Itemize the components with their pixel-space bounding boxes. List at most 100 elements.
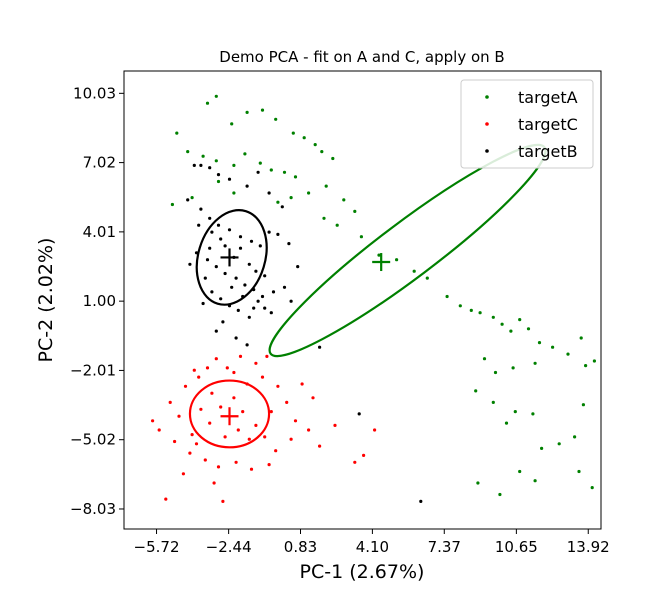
data-point	[577, 469, 581, 474]
centroid-marker	[372, 253, 391, 272]
legend-box	[460, 79, 594, 169]
data-point	[243, 152, 247, 156]
data-point	[164, 497, 168, 501]
data-point	[276, 384, 280, 388]
data-point	[260, 375, 265, 379]
data-point	[509, 329, 513, 333]
data-point	[227, 177, 232, 181]
data-point	[192, 163, 196, 167]
data-point	[263, 274, 267, 278]
data-point	[249, 467, 254, 471]
data-point	[216, 179, 221, 184]
data-point	[157, 428, 161, 432]
data-point	[245, 343, 249, 347]
data-point	[210, 391, 214, 395]
data-point	[223, 435, 227, 439]
data-point	[293, 419, 298, 423]
data-point	[208, 246, 212, 250]
data-point	[581, 403, 586, 407]
data-point	[256, 170, 260, 174]
x-axis: −5.72 −2.44 0.83 4.10 7.37 10.65 13.92	[134, 529, 610, 556]
data-point	[238, 246, 243, 250]
data-point	[269, 168, 273, 172]
data-point	[181, 472, 185, 476]
y-tick-label: 1.00	[83, 292, 116, 310]
data-point	[225, 366, 229, 370]
data-point	[197, 375, 201, 379]
centroid-marker	[220, 248, 239, 267]
data-point	[504, 421, 509, 425]
data-point	[247, 437, 251, 441]
data-point	[249, 239, 254, 243]
data-point	[263, 435, 267, 439]
data-point	[362, 453, 366, 457]
data-point	[260, 294, 265, 299]
data-point	[170, 202, 174, 207]
data-point	[190, 433, 194, 437]
data-point	[252, 306, 256, 310]
data-point	[289, 437, 293, 441]
data-point	[186, 198, 190, 202]
data-point	[230, 122, 234, 126]
data-point	[267, 230, 271, 234]
y-axis-label: PC-2 (2.02%)	[35, 238, 57, 363]
plot-area	[151, 94, 597, 503]
data-point	[219, 405, 223, 409]
data-point	[540, 446, 544, 450]
data-point	[377, 253, 381, 257]
data-point	[511, 366, 515, 370]
data-point	[267, 463, 271, 467]
data-point	[269, 311, 273, 315]
data-point	[353, 209, 357, 213]
data-point	[234, 336, 238, 340]
data-point	[491, 315, 495, 319]
data-point	[186, 150, 190, 154]
data-point	[190, 196, 194, 200]
data-point	[221, 499, 225, 503]
data-point	[214, 94, 218, 98]
data-point	[234, 276, 238, 280]
data-point	[214, 329, 218, 333]
data-point	[205, 366, 210, 370]
data-point	[219, 237, 223, 241]
data-point	[307, 428, 311, 432]
x-tick-label: 0.83	[284, 538, 317, 556]
data-point	[395, 258, 399, 262]
data-point	[247, 315, 251, 319]
data-point	[223, 244, 227, 248]
data-point	[359, 235, 363, 239]
legend-marker	[485, 149, 489, 153]
data-point	[254, 269, 258, 273]
data-point	[357, 412, 361, 416]
data-point	[518, 318, 522, 322]
data-point	[458, 304, 462, 308]
data-point	[151, 419, 155, 423]
data-point	[318, 345, 322, 349]
data-point	[199, 207, 203, 211]
legend-item-targetC: targetC	[485, 115, 578, 134]
data-point	[573, 435, 577, 439]
data-point	[208, 216, 212, 220]
x-axis-label: PC-1 (2.67%)	[300, 561, 425, 583]
data-point	[276, 200, 280, 204]
data-point	[234, 460, 238, 464]
centroid-marker	[220, 407, 239, 426]
y-axis: −8.03 −5.02 −2.01 1.00 4.01 7.02 10.03	[70, 84, 124, 518]
data-point	[518, 469, 522, 474]
data-point	[197, 223, 201, 227]
data-point	[212, 481, 216, 485]
data-point	[183, 384, 188, 388]
legend-label: targetB	[518, 142, 578, 161]
data-point	[221, 320, 225, 324]
chart-title: Demo PCA - fit on A and C, apply on B	[219, 48, 504, 66]
data-point	[276, 232, 280, 236]
data-point	[199, 407, 203, 411]
data-point	[230, 285, 234, 289]
data-point	[342, 198, 346, 202]
data-point	[223, 271, 227, 276]
data-point	[216, 173, 221, 177]
data-point	[291, 131, 295, 135]
data-point	[526, 327, 531, 331]
data-point	[293, 175, 298, 179]
data-point	[280, 205, 284, 209]
